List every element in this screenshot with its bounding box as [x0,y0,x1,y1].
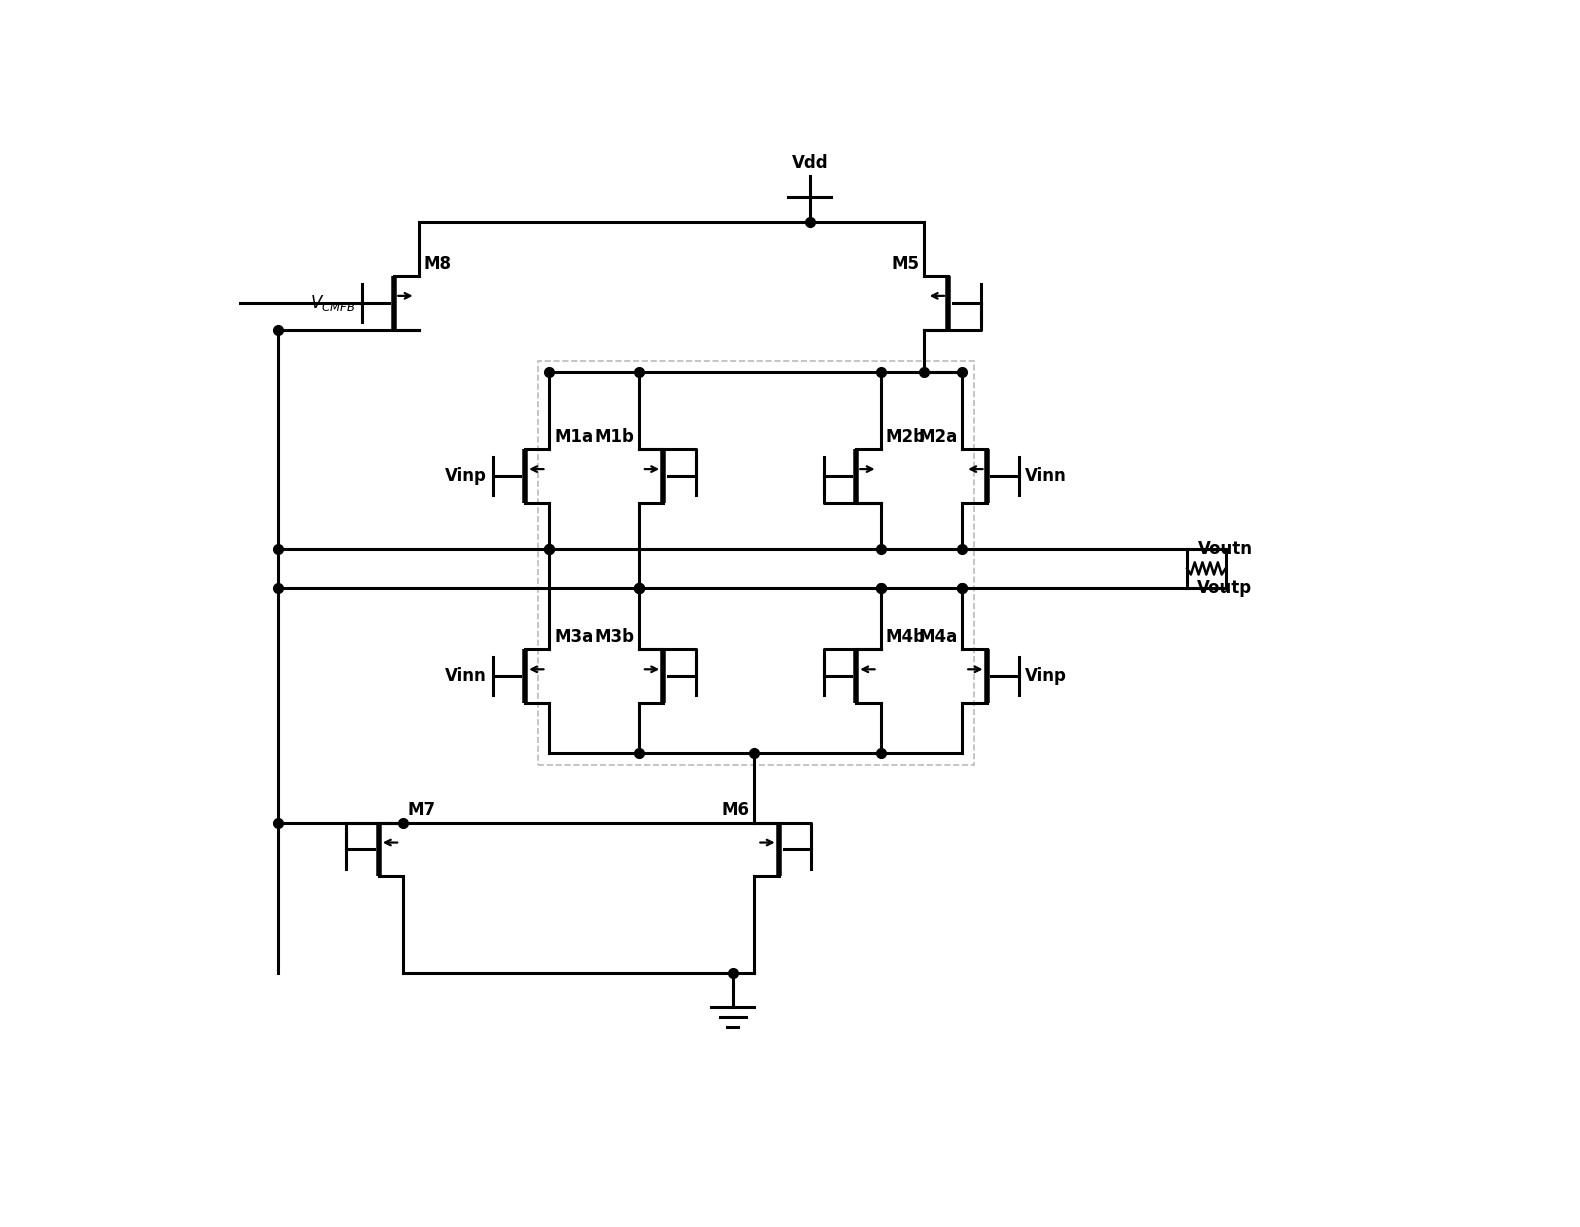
Text: M3a: M3a [555,628,594,647]
Text: M1b: M1b [594,428,634,445]
Text: M5: M5 [891,255,920,272]
Text: Vinn: Vinn [444,667,487,685]
Text: $V_{CMFB}$: $V_{CMFB}$ [310,293,356,313]
Text: M4a: M4a [918,628,957,647]
Text: M2b: M2b [885,428,926,445]
Text: Vdd: Vdd [792,153,828,172]
Text: M7: M7 [408,801,436,820]
Text: M3b: M3b [594,628,634,647]
Text: Voutp: Voutp [1198,579,1253,596]
Text: Vinp: Vinp [1025,667,1066,685]
Text: M1a: M1a [555,428,592,445]
Text: Voutn: Voutn [1198,540,1253,558]
Text: M6: M6 [722,801,749,820]
Text: Vinn: Vinn [1025,467,1066,485]
Text: M4b: M4b [885,628,926,647]
Text: M8: M8 [423,255,452,272]
Text: M2a: M2a [918,428,957,445]
Bar [537,361,973,764]
Text: Vinp: Vinp [444,467,487,485]
